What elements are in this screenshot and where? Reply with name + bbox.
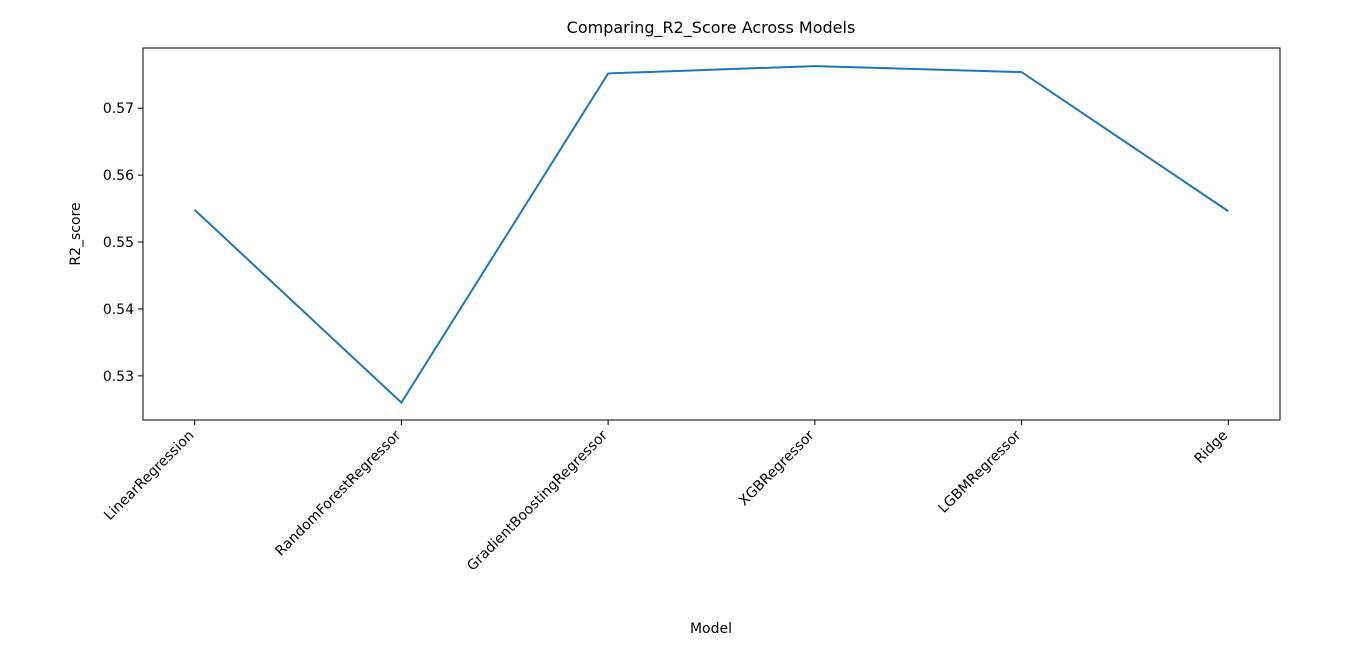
- chart-title: Comparing_R2_Score Across Models: [567, 18, 856, 38]
- y-axis-label: R2_score: [68, 202, 84, 265]
- x-axis-label: Model: [690, 621, 732, 637]
- x-tick-label: LGBMRegressor: [935, 427, 1024, 516]
- y-tick-label: 0.53: [103, 369, 134, 385]
- plot-frame: [142, 47, 1281, 421]
- y-tick-label: 0.54: [103, 302, 134, 318]
- y-tick-label: 0.56: [103, 168, 134, 184]
- x-tick-label: XGBRegressor: [736, 427, 818, 509]
- x-tick-label: GradientBoostingRegressor: [464, 427, 611, 574]
- y-tick-label: 0.55: [103, 235, 134, 251]
- x-tick-label: RandomForestRegressor: [272, 427, 404, 559]
- x-tick-label: Ridge: [1192, 428, 1232, 468]
- data-line: [193, 65, 1229, 405]
- y-tick-label: 0.57: [103, 101, 134, 117]
- x-tick-label: LinearRegression: [101, 428, 197, 524]
